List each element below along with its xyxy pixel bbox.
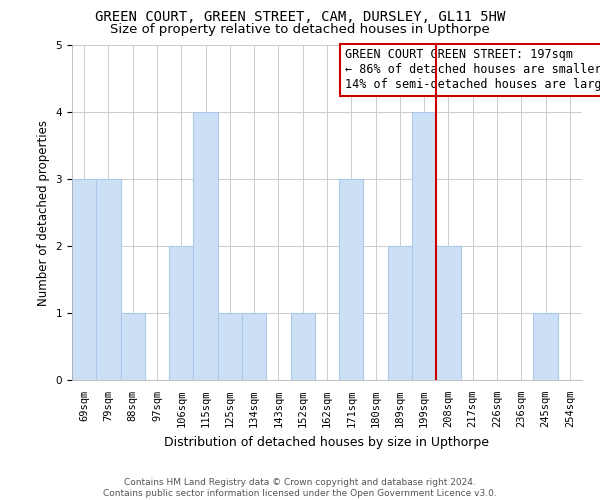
Bar <box>193 112 218 380</box>
Bar <box>72 179 96 380</box>
Bar <box>412 112 436 380</box>
Text: GREEN COURT GREEN STREET: 197sqm
← 86% of detached houses are smaller (24)
14% o: GREEN COURT GREEN STREET: 197sqm ← 86% o… <box>345 48 600 92</box>
Bar <box>290 313 315 380</box>
Text: Size of property relative to detached houses in Upthorpe: Size of property relative to detached ho… <box>110 22 490 36</box>
X-axis label: Distribution of detached houses by size in Upthorpe: Distribution of detached houses by size … <box>164 436 490 448</box>
Bar <box>533 313 558 380</box>
Bar <box>436 246 461 380</box>
Bar <box>169 246 193 380</box>
Bar <box>339 179 364 380</box>
Bar <box>388 246 412 380</box>
Y-axis label: Number of detached properties: Number of detached properties <box>37 120 50 306</box>
Bar <box>242 313 266 380</box>
Bar <box>121 313 145 380</box>
Bar <box>96 179 121 380</box>
Text: GREEN COURT, GREEN STREET, CAM, DURSLEY, GL11 5HW: GREEN COURT, GREEN STREET, CAM, DURSLEY,… <box>95 10 505 24</box>
Bar <box>218 313 242 380</box>
Text: Contains HM Land Registry data © Crown copyright and database right 2024.
Contai: Contains HM Land Registry data © Crown c… <box>103 478 497 498</box>
